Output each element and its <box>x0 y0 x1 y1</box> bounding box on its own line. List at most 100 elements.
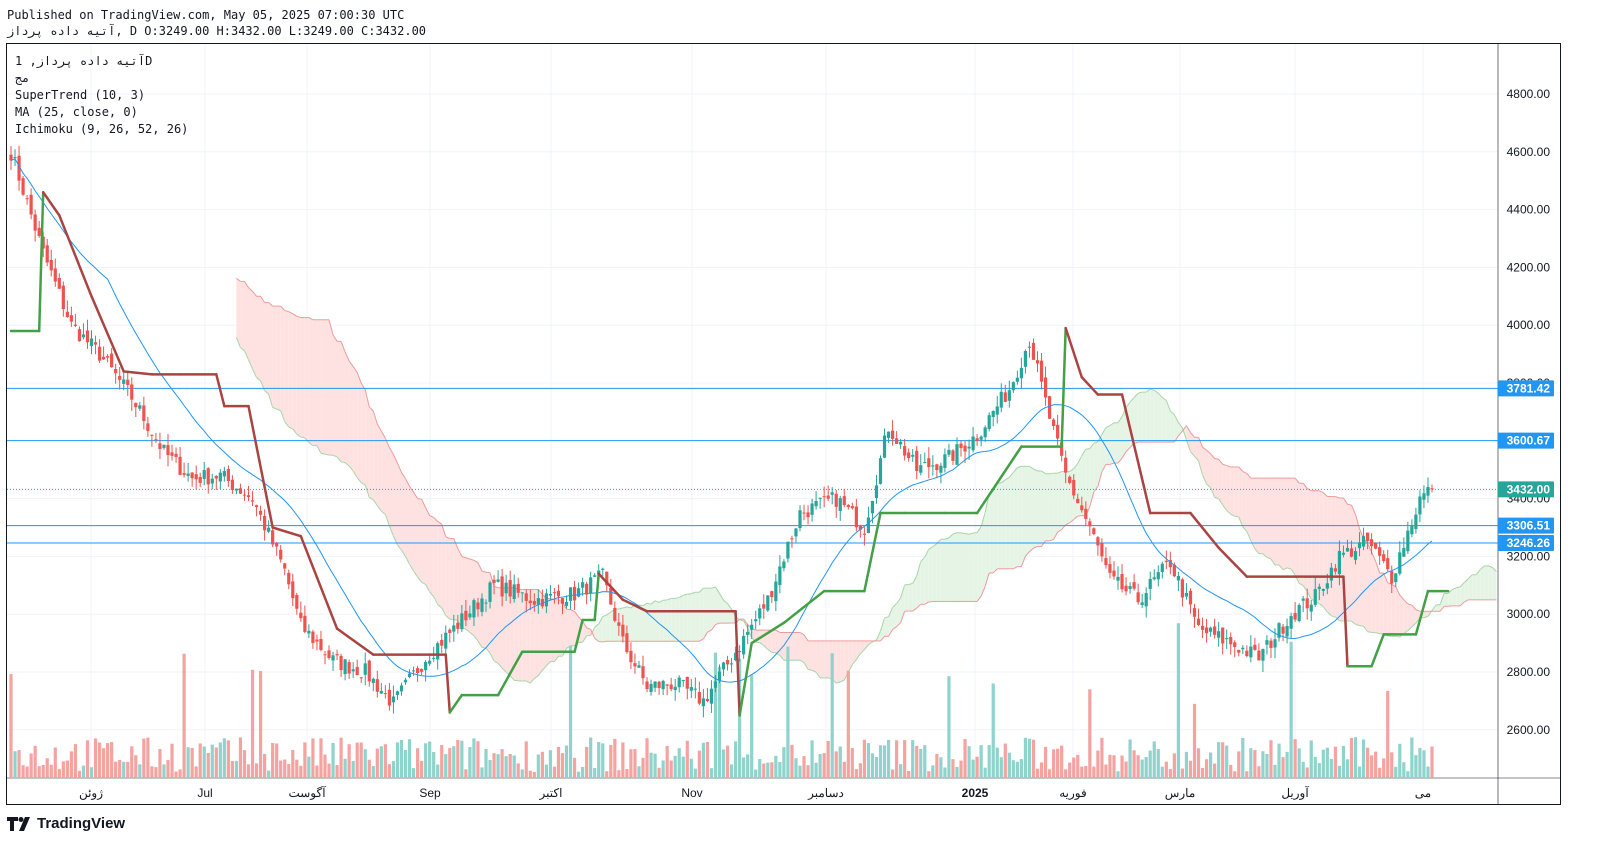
span-b <box>1057 529 1062 533</box>
volume-bar <box>476 741 480 778</box>
volume-bar <box>448 748 452 778</box>
volume-bar <box>194 766 198 778</box>
span-a <box>1306 591 1312 600</box>
volume-bar <box>170 743 174 778</box>
candle-body <box>1305 598 1309 609</box>
span-a <box>240 347 245 352</box>
span-a <box>1173 414 1179 423</box>
volume-bar <box>1378 767 1382 778</box>
cloud-segment <box>779 632 784 661</box>
cloud-segment <box>526 589 531 684</box>
span-a <box>529 678 535 684</box>
candle-body <box>85 330 90 343</box>
span-a <box>537 669 543 676</box>
volume-bar <box>1184 751 1189 778</box>
span-b <box>928 600 933 603</box>
candle-body <box>246 495 251 498</box>
candle-body <box>870 500 875 514</box>
candle-body <box>283 563 287 569</box>
span-a <box>860 649 865 655</box>
span-b <box>1439 605 1445 612</box>
volume-bars <box>9 623 1434 778</box>
span-b <box>268 301 273 307</box>
span-a <box>980 512 986 527</box>
cloud-segment <box>767 630 772 653</box>
volume-bar <box>484 748 488 778</box>
span-a <box>1467 574 1473 580</box>
span-b <box>284 310 289 313</box>
volume-bar <box>472 738 476 778</box>
volume-bar <box>198 743 202 778</box>
volume-bar <box>460 740 464 778</box>
cloud-segment <box>816 640 821 678</box>
span-b <box>537 589 543 595</box>
candle-body <box>536 598 540 605</box>
span-a <box>864 644 869 650</box>
span-a <box>1282 567 1288 571</box>
span-a <box>771 651 776 654</box>
volume-bar <box>911 740 915 778</box>
span-a <box>1254 548 1260 554</box>
volume-bar <box>1398 743 1402 778</box>
cloud-segment <box>1307 488 1312 599</box>
cloud-segment <box>775 630 780 656</box>
span-b <box>493 585 499 589</box>
span-b <box>799 632 805 636</box>
volume-bar <box>818 754 822 778</box>
candle-body <box>436 643 440 660</box>
volume-bar <box>637 766 641 778</box>
volume-bar <box>214 747 218 778</box>
span-b <box>711 624 716 631</box>
tradingview-logo[interactable]: TradingView <box>7 815 125 832</box>
candle-body <box>1184 592 1189 597</box>
span-b <box>1182 425 1187 432</box>
span-a <box>421 581 426 585</box>
legend-indicator-ichimoku[interactable]: Ichimoku (9, 26, 52, 26) <box>15 122 189 136</box>
volume-bar <box>1418 747 1422 778</box>
legend-indicator-supertrend[interactable]: SuperTrend (10, 3) <box>15 88 146 102</box>
candle-body <box>987 415 991 429</box>
span-b <box>236 277 241 282</box>
supertrend-segment <box>90 295 125 373</box>
candle-body <box>1370 539 1374 547</box>
volume-bar <box>287 764 291 778</box>
candle-body <box>77 329 82 342</box>
cloud-segment <box>671 598 676 642</box>
volume-bar <box>97 742 102 778</box>
candle-body <box>1378 547 1382 556</box>
candle-body <box>1410 525 1414 535</box>
span-b <box>425 507 431 516</box>
cloud-segment <box>1403 599 1408 634</box>
candle-body <box>1349 548 1354 557</box>
cloud-segment <box>1331 496 1336 618</box>
span-a <box>719 593 724 601</box>
cloud-segment <box>1001 479 1006 569</box>
cloud-segment <box>969 532 974 602</box>
volume-bar <box>1132 750 1136 778</box>
supertrend-segment <box>496 650 524 697</box>
cloud-segment <box>1327 496 1332 616</box>
cloud-segment <box>626 606 631 642</box>
span-a <box>916 561 922 577</box>
candle-body <box>1374 542 1378 549</box>
span-a <box>618 607 624 610</box>
volume-bar <box>303 742 307 778</box>
candle-body <box>1426 487 1430 496</box>
span-b <box>1403 599 1409 605</box>
volume-bar <box>158 749 162 778</box>
span-a <box>1089 443 1095 449</box>
volume-bar <box>882 745 887 778</box>
candle-body <box>359 677 363 679</box>
price-tag-box <box>1498 535 1554 552</box>
volume-bar <box>89 767 94 778</box>
cloud-segment <box>385 438 390 526</box>
supertrend-segment <box>1217 546 1249 578</box>
volume-bar <box>899 764 903 778</box>
volume-bar <box>697 750 701 778</box>
span-b <box>352 366 358 373</box>
volume-bar <box>1261 751 1265 778</box>
candle-body <box>512 584 516 600</box>
volume-bar <box>496 754 500 778</box>
legend-indicator-ma[interactable]: MA (25, close, 0) <box>15 105 138 119</box>
